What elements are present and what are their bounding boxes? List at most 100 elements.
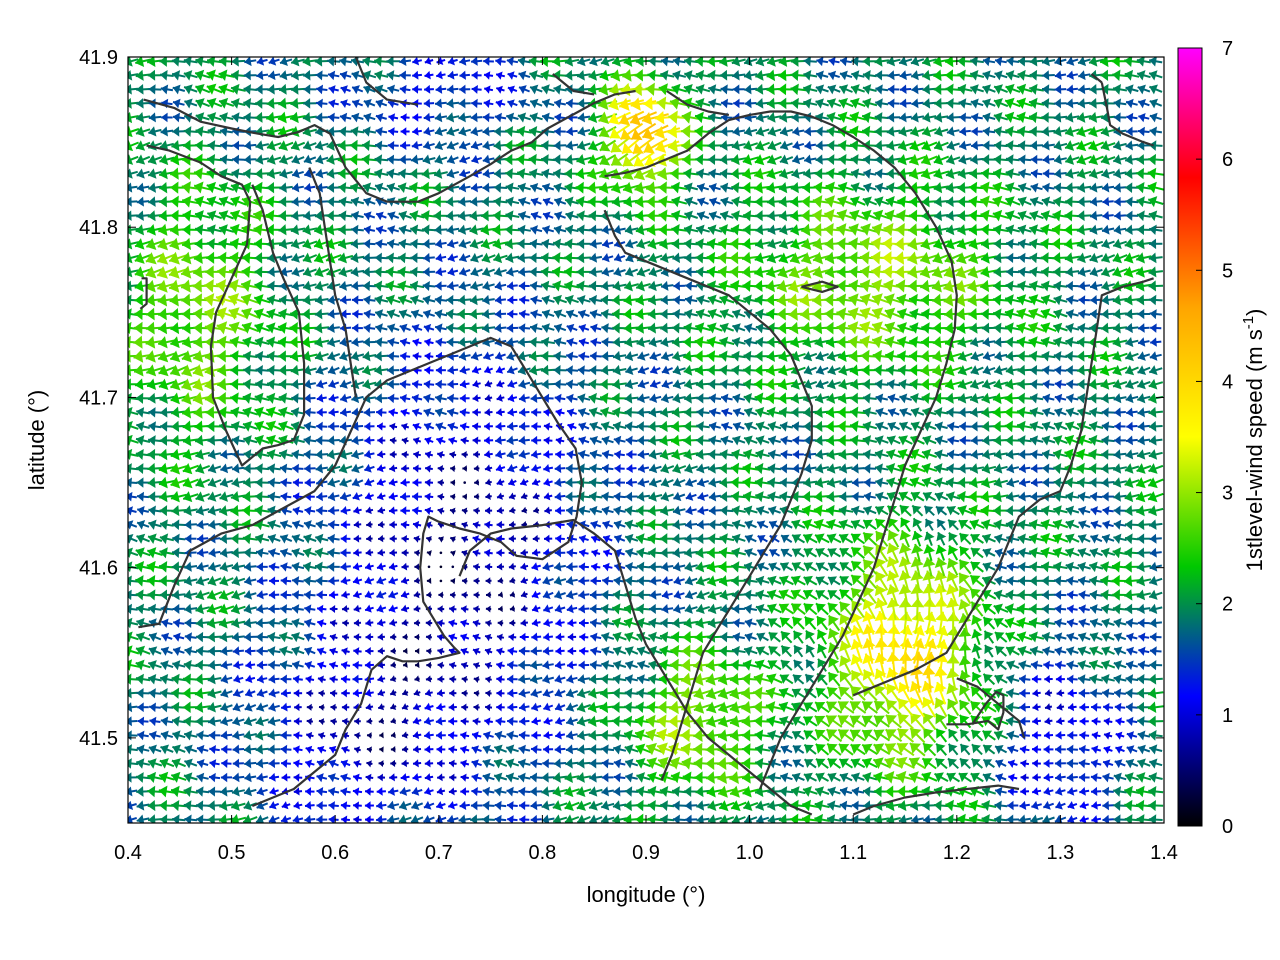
- wind-vector: [683, 617, 699, 629]
- wind-vector: [472, 422, 481, 431]
- wind-vector: [862, 392, 877, 404]
- wind-vector: [449, 507, 456, 515]
- wind-vector: [374, 182, 388, 193]
- wind-vector: [767, 435, 781, 446]
- wind-vector: [385, 266, 401, 278]
- wind-vector: [481, 322, 496, 334]
- wind-vector: [170, 448, 187, 461]
- wind-vector: [1125, 688, 1139, 699]
- wind-vector: [219, 477, 234, 488]
- wind-vector: [1088, 421, 1104, 432]
- colorbar-tick-label: 0: [1222, 816, 1233, 838]
- wind-vector: [471, 787, 482, 797]
- wind-vector: [958, 559, 972, 575]
- wind-vector: [587, 167, 605, 180]
- wind-vector: [172, 730, 186, 741]
- wind-vector: [364, 590, 375, 599]
- wind-vector: [591, 549, 601, 558]
- wind-vector: [730, 167, 747, 180]
- wind-vector: [756, 562, 769, 572]
- wind-vector: [1089, 646, 1104, 657]
- wind-vector: [981, 476, 997, 489]
- wind-vector: [850, 97, 866, 109]
- colorbar-tick-label: 7: [1222, 38, 1233, 60]
- wind-vector: [1113, 112, 1127, 123]
- wind-vector: [473, 662, 481, 670]
- wind-vector: [161, 632, 173, 642]
- wind-vector: [1019, 688, 1031, 698]
- wind-vector: [602, 549, 613, 558]
- wind-vector: [400, 408, 410, 417]
- wind-vector: [862, 585, 877, 604]
- wind-vector: [637, 393, 650, 404]
- wind-vector: [1123, 252, 1140, 264]
- wind-vector: [672, 477, 686, 488]
- wind-vector: [1043, 772, 1054, 782]
- wind-vector: [768, 562, 781, 572]
- x-tick-label: 0.5: [218, 842, 246, 864]
- wind-vector: [719, 533, 735, 545]
- wind-vector: [302, 547, 317, 559]
- wind-vector: [1053, 575, 1067, 587]
- wind-vector: [648, 266, 663, 277]
- wind-vector: [886, 556, 900, 578]
- wind-vector: [232, 140, 245, 151]
- wind-vector: [423, 716, 435, 726]
- wind-vector: [1149, 112, 1162, 123]
- wind-vector: [754, 266, 771, 278]
- wind-vector: [576, 140, 591, 151]
- wind-vector: [291, 378, 305, 390]
- wind-vector: [484, 408, 493, 417]
- wind-vector: [184, 561, 198, 572]
- wind-vector: [291, 547, 305, 558]
- wind-vector: [909, 140, 926, 152]
- wind-vector: [564, 238, 580, 250]
- wind-vector: [421, 224, 436, 236]
- wind-vector: [801, 813, 819, 823]
- wind-vector: [318, 703, 325, 711]
- wind-vector: [424, 57, 434, 65]
- wind-vector: [495, 449, 506, 459]
- wind-vector: [158, 378, 176, 391]
- wind-vector: [1005, 210, 1021, 222]
- wind-vector: [518, 435, 530, 446]
- wind-vector: [436, 787, 446, 796]
- wind-vector: [601, 505, 614, 516]
- wind-vector: [495, 421, 506, 431]
- wind-vector: [314, 308, 329, 320]
- wind-vector: [482, 182, 495, 193]
- wind-vector: [1042, 393, 1055, 404]
- wind-vector: [374, 266, 389, 278]
- wind-vector: [1113, 632, 1127, 642]
- wind-vector: [1066, 660, 1079, 671]
- wind-vector: [601, 744, 615, 755]
- wind-vector: [473, 605, 481, 613]
- wind-vector: [754, 476, 771, 489]
- wind-vector: [171, 70, 186, 81]
- wind-vector: [254, 168, 270, 180]
- wind-vector: [472, 521, 481, 529]
- wind-vector: [128, 280, 139, 292]
- wind-vector: [958, 627, 972, 647]
- wind-vector: [540, 350, 556, 362]
- wind-vector: [671, 83, 688, 95]
- wind-vector: [316, 787, 328, 797]
- wind-vector: [1008, 773, 1018, 782]
- wind-vector: [414, 633, 420, 641]
- x-tick-label: 0.6: [321, 842, 349, 864]
- wind-vector: [815, 84, 829, 95]
- wind-vector: [147, 533, 163, 545]
- wind-vector: [599, 181, 617, 194]
- wind-vector: [230, 421, 246, 432]
- wind-vector: [220, 463, 233, 474]
- wind-vector: [470, 112, 483, 123]
- wind-vector: [1042, 800, 1055, 810]
- wind-vector: [599, 139, 617, 152]
- wind-vector: [484, 380, 493, 388]
- wind-vector: [507, 674, 518, 684]
- wind-vector: [968, 252, 986, 265]
- wind-vector: [910, 584, 924, 606]
- wind-vector: [982, 365, 996, 375]
- wind-vector: [136, 814, 150, 823]
- wind-vector: [803, 435, 817, 446]
